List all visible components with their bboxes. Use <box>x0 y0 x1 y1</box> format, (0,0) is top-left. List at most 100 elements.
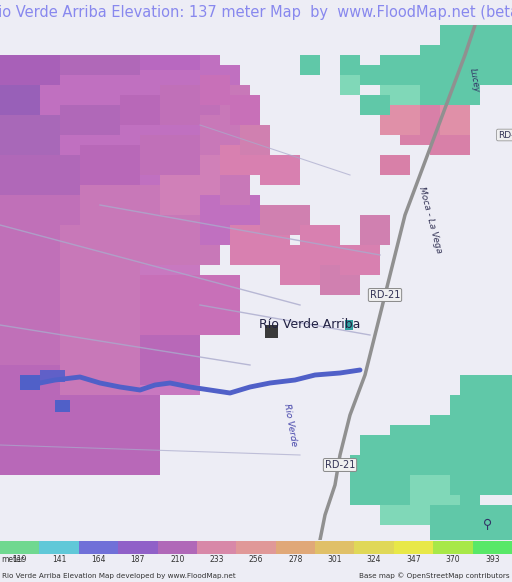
Bar <box>480 55 512 85</box>
Bar <box>140 215 220 265</box>
Bar <box>220 165 250 205</box>
Bar <box>350 455 410 505</box>
Text: 119: 119 <box>12 555 27 564</box>
Bar <box>473 541 512 554</box>
Text: 324: 324 <box>367 555 381 564</box>
Bar <box>420 95 460 125</box>
Text: Rio Verde Arriba Elevation Map developed by www.FloodMap.net: Rio Verde Arriba Elevation Map developed… <box>2 573 236 579</box>
Bar <box>360 435 410 465</box>
Bar <box>340 55 360 75</box>
Bar <box>0 245 60 305</box>
Bar <box>430 505 512 540</box>
Bar <box>0 305 60 365</box>
Bar <box>265 325 278 338</box>
Text: 141: 141 <box>52 555 66 564</box>
Text: RD-2₂: RD-2₂ <box>498 130 512 140</box>
Bar <box>60 105 120 135</box>
Bar <box>360 215 390 245</box>
Bar <box>340 75 360 95</box>
Text: Rio Verde Arriba Elevation: 137 meter Map  by  www.FloodMap.net (beta): Rio Verde Arriba Elevation: 137 meter Ma… <box>0 5 512 20</box>
Bar <box>60 55 140 75</box>
Bar <box>200 115 260 165</box>
Bar <box>420 435 480 485</box>
Bar <box>440 105 470 135</box>
Text: RD-21: RD-21 <box>325 460 355 470</box>
Bar <box>230 95 260 125</box>
Bar <box>360 65 400 85</box>
Bar <box>220 85 250 115</box>
Bar <box>300 55 320 75</box>
Text: Rio Verde: Rio Verde <box>282 403 298 447</box>
Bar <box>450 395 512 425</box>
Bar <box>220 145 260 175</box>
Bar <box>400 115 440 145</box>
Text: Lucey: Lucey <box>468 67 481 93</box>
Text: 370: 370 <box>445 555 460 564</box>
Bar <box>20 375 40 390</box>
Bar <box>0 55 60 85</box>
Bar <box>380 85 420 105</box>
Text: 233: 233 <box>209 555 224 564</box>
Bar <box>275 541 315 554</box>
Bar <box>0 395 160 475</box>
Bar <box>55 400 70 412</box>
Bar <box>440 25 512 55</box>
Text: meter: meter <box>1 555 24 564</box>
Bar <box>0 245 200 395</box>
Bar <box>315 541 354 554</box>
Bar <box>460 425 512 455</box>
Bar <box>160 85 220 125</box>
Bar <box>40 370 65 382</box>
Bar <box>80 185 160 235</box>
Bar <box>230 225 290 265</box>
Bar <box>200 155 240 185</box>
Text: ⚲: ⚲ <box>483 519 493 531</box>
Bar <box>120 95 200 125</box>
Text: 393: 393 <box>485 555 500 564</box>
Bar <box>0 195 80 245</box>
Bar <box>380 105 420 135</box>
Bar <box>0 155 80 195</box>
Bar <box>140 335 200 385</box>
Bar <box>400 455 480 515</box>
Bar <box>394 541 433 554</box>
Text: Moca - La Vega: Moca - La Vega <box>417 186 443 254</box>
Text: 347: 347 <box>406 555 421 564</box>
Bar <box>240 125 270 155</box>
Bar <box>430 125 470 155</box>
Text: 164: 164 <box>91 555 105 564</box>
Text: 278: 278 <box>288 555 303 564</box>
Bar <box>0 55 220 255</box>
Bar <box>430 415 490 455</box>
Bar <box>237 541 275 554</box>
Bar <box>140 275 240 335</box>
Bar <box>390 425 440 455</box>
Bar <box>79 541 118 554</box>
Bar <box>340 245 380 275</box>
Bar <box>0 85 40 115</box>
Bar <box>345 320 353 330</box>
Text: 301: 301 <box>328 555 342 564</box>
Bar <box>460 375 512 405</box>
Bar <box>450 455 512 495</box>
Bar <box>60 285 140 345</box>
Bar <box>0 541 39 554</box>
Text: 210: 210 <box>170 555 184 564</box>
Text: 187: 187 <box>131 555 145 564</box>
Bar <box>420 45 480 65</box>
Bar <box>320 265 360 295</box>
Bar <box>380 155 410 175</box>
Bar <box>260 155 300 185</box>
Text: Base map © OpenStreetMap contributors: Base map © OpenStreetMap contributors <box>359 572 510 579</box>
Bar <box>380 55 480 105</box>
Bar <box>60 345 140 395</box>
Bar <box>140 55 200 70</box>
Bar <box>200 65 240 85</box>
Bar <box>260 205 310 235</box>
Bar <box>0 365 60 405</box>
Bar <box>80 145 140 185</box>
Bar <box>160 175 240 225</box>
Bar <box>433 541 473 554</box>
Bar <box>360 95 390 115</box>
Text: Río Verde Arriba: Río Verde Arriba <box>259 318 360 332</box>
